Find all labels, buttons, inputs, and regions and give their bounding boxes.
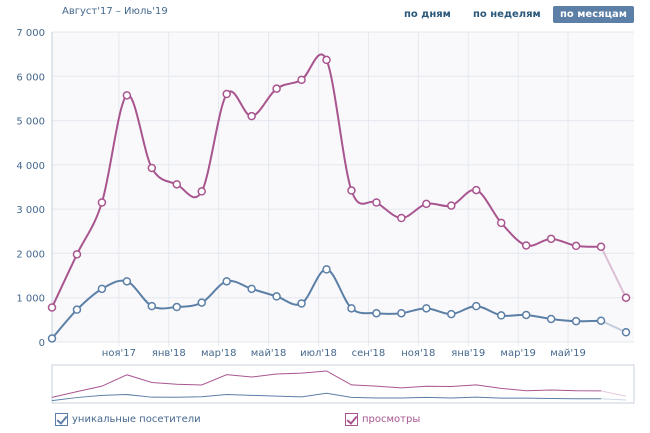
data-point	[496, 311, 506, 320]
navigator	[51, 364, 635, 404]
data-point	[97, 198, 107, 207]
data-point	[571, 316, 581, 326]
data-point	[322, 55, 331, 65]
data-point	[322, 265, 331, 274]
data-point	[397, 308, 406, 318]
data-point	[197, 187, 206, 196]
x-tick-label: мар'19	[500, 348, 536, 359]
data-point	[372, 198, 381, 207]
navigator-series-line	[51, 370, 602, 398]
data-point	[472, 185, 481, 195]
y-tick-label: 6 000	[16, 72, 45, 83]
data-point	[297, 299, 306, 308]
legend-views[interactable]: просмотры	[345, 413, 420, 426]
data-point	[272, 292, 281, 301]
data-point	[47, 303, 57, 312]
x-tick-label: май'19	[550, 348, 586, 359]
navigator-series-line	[51, 392, 602, 402]
data-point	[47, 334, 57, 343]
x-tick-label: июл'18	[300, 348, 337, 359]
data-point	[372, 308, 381, 318]
y-tick-label: 3 000	[16, 205, 45, 216]
period-label: Август'17 – Июль'19	[62, 6, 168, 17]
data-point	[621, 328, 631, 337]
data-point	[147, 301, 157, 311]
data-point	[72, 305, 82, 314]
data-point	[621, 293, 631, 302]
data-point	[347, 304, 356, 313]
plot-area	[52, 32, 634, 342]
checkbox-icon[interactable]	[55, 413, 68, 426]
y-tick-label: 7 000	[16, 28, 45, 39]
legend-label: просмотры	[362, 414, 421, 425]
data-point	[521, 310, 531, 320]
data-point	[521, 241, 531, 250]
by-months-button[interactable]: по месяцам	[553, 6, 634, 23]
data-point	[546, 314, 556, 324]
navigator-series-line-partial	[601, 398, 627, 401]
checkbox-icon[interactable]	[345, 413, 358, 426]
x-tick-label: янв'18	[152, 348, 186, 359]
data-point	[122, 91, 132, 100]
data-point	[571, 241, 581, 251]
data-point	[222, 89, 231, 99]
x-tick-label: янв'19	[451, 348, 485, 359]
data-point	[222, 277, 231, 286]
by-weeks-button[interactable]: по неделям	[473, 9, 541, 20]
legend-label: уникальные посетители	[72, 414, 201, 425]
data-point	[596, 316, 606, 325]
data-point	[172, 180, 182, 189]
data-point	[247, 284, 256, 294]
data-point	[172, 302, 182, 312]
data-point	[197, 298, 206, 307]
data-point	[596, 242, 606, 252]
x-tick-label: ноя'17	[102, 348, 136, 359]
data-point	[447, 201, 456, 210]
data-point	[297, 75, 306, 85]
data-point	[422, 199, 431, 209]
data-point	[272, 84, 281, 93]
x-tick-label: май'18	[251, 348, 287, 359]
data-point	[122, 277, 132, 286]
data-point	[546, 234, 556, 244]
data-point	[472, 301, 481, 311]
data-point	[496, 218, 506, 228]
data-point	[347, 186, 356, 195]
data-point	[422, 304, 431, 313]
x-tick-label: сен'18	[352, 348, 386, 359]
y-tick-label: 4 000	[16, 161, 45, 172]
navigator-series-line-partial	[600, 390, 627, 397]
y-tick-label: 1 000	[16, 294, 45, 305]
data-point	[97, 284, 107, 294]
data-point	[397, 213, 406, 223]
y-tick-label: 0	[39, 338, 45, 349]
data-point	[147, 163, 157, 173]
y-tick-label: 5 000	[16, 117, 45, 128]
data-point	[247, 111, 256, 121]
x-tick-label: мар'18	[201, 348, 237, 359]
data-point	[447, 309, 456, 319]
by-days-button[interactable]: по дням	[404, 9, 451, 20]
data-point	[72, 250, 82, 259]
legend-unique-visitors[interactable]: уникальные посетители	[55, 413, 201, 426]
y-tick-label: 2 000	[16, 249, 45, 260]
x-tick-label: ноя'18	[401, 348, 435, 359]
